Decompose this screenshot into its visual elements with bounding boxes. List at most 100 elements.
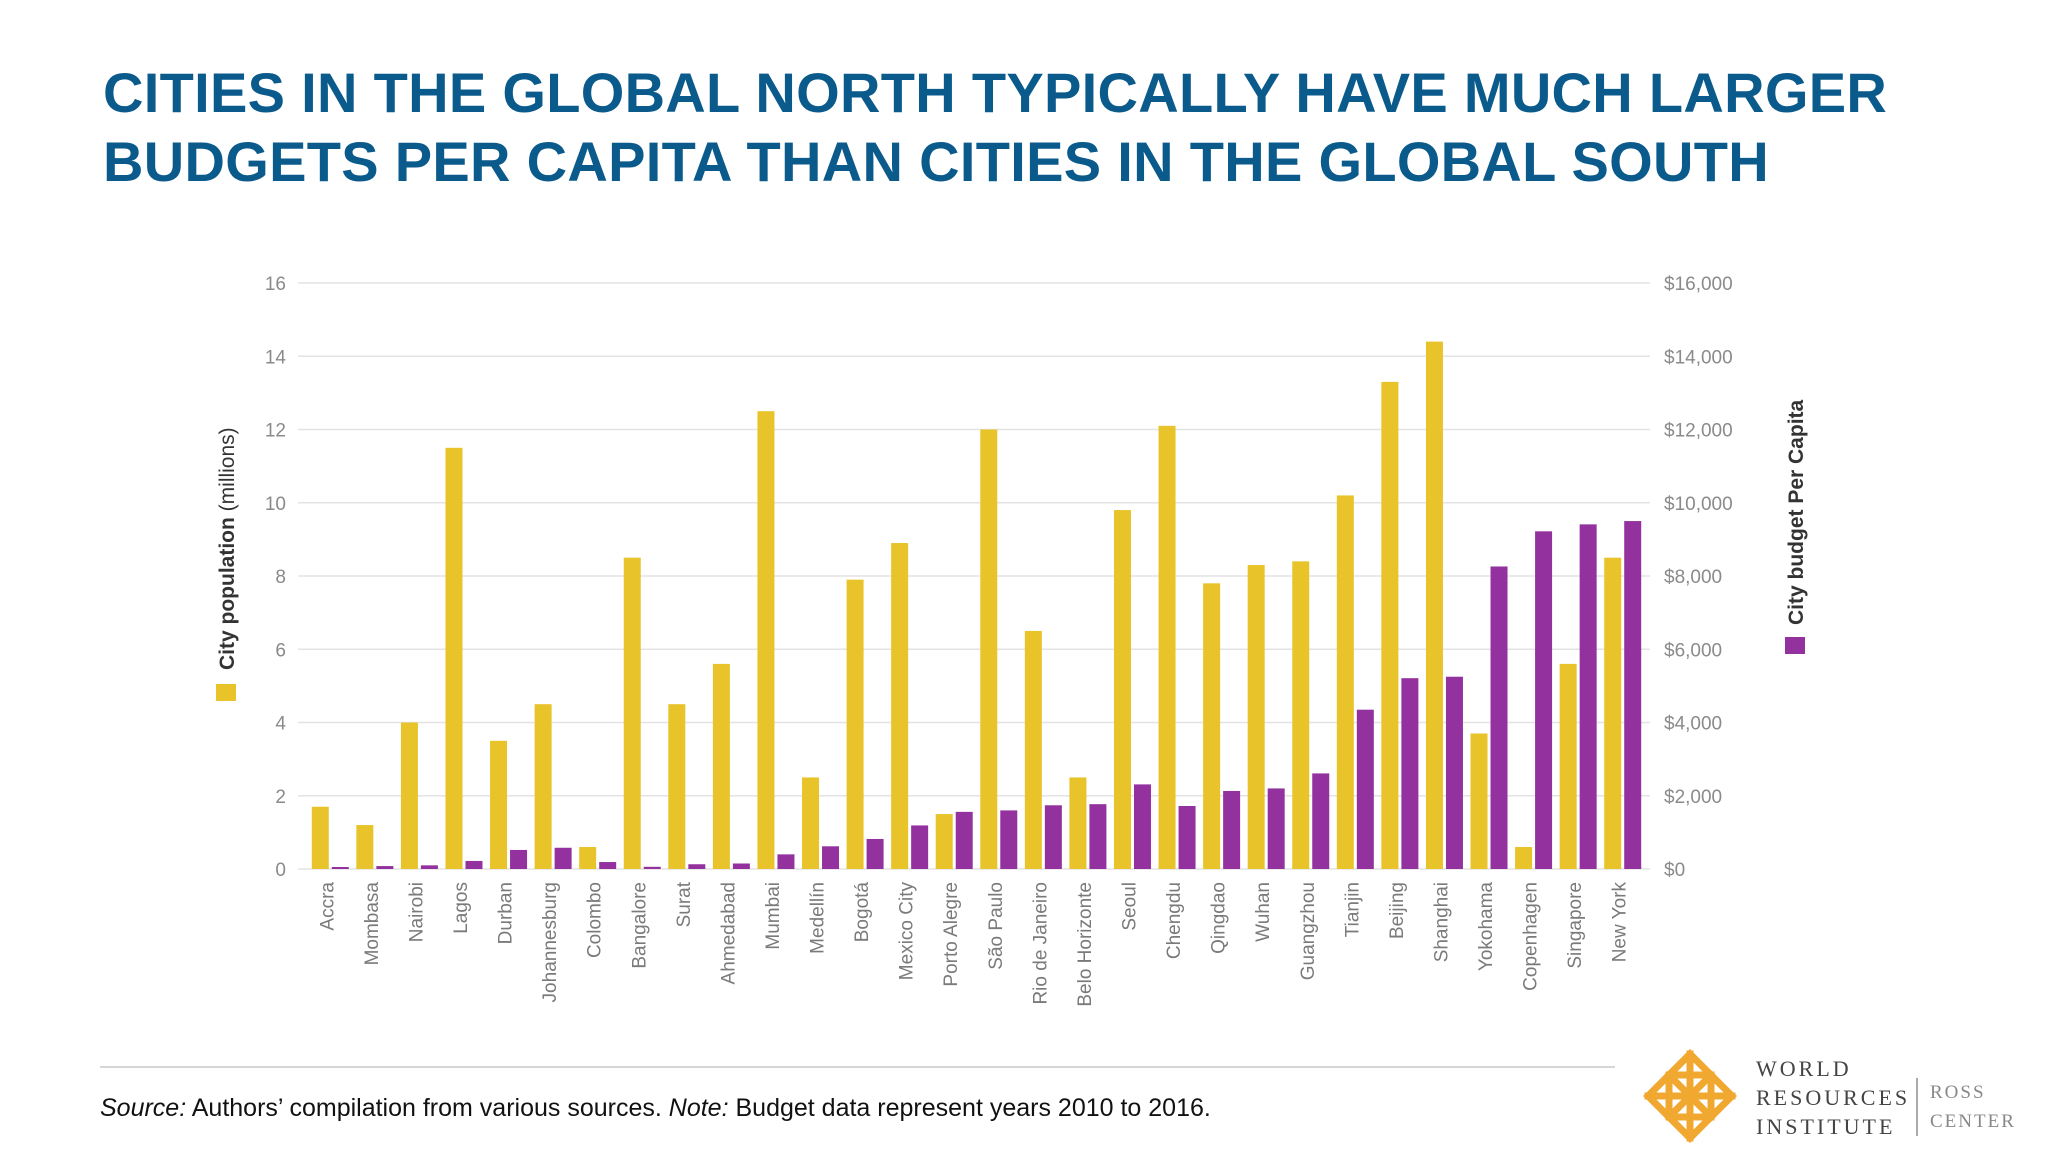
category-label: Nairobi: [406, 882, 427, 942]
population-bar: [579, 847, 597, 869]
right-tick-label: $12,000: [1664, 421, 1733, 442]
right-tick-label: $4,000: [1664, 714, 1722, 735]
right-tick-label: $6,000: [1664, 640, 1722, 661]
budget-bar: [955, 811, 973, 869]
category-label: Guangzhou: [1298, 882, 1319, 980]
wri-wordmark: WORLD RESOURCES INSTITUTE: [1756, 1054, 1910, 1141]
budget-bar: [1044, 805, 1062, 869]
ross-center-wordmark: ROSS CENTER: [1916, 1078, 2016, 1136]
population-bar: [891, 543, 909, 869]
category-label: Johannesburg: [540, 882, 561, 1002]
population-bar: [623, 557, 641, 869]
category-label: Yokohama: [1476, 882, 1497, 972]
source-text: Authors’ compilation from various source…: [186, 1094, 669, 1122]
budget-bar: [1535, 531, 1553, 869]
ross-line-2: CENTER: [1930, 1111, 2016, 1132]
budget-bar: [1267, 788, 1285, 869]
budget-bar: [866, 838, 884, 869]
category-label: Singapore: [1565, 882, 1586, 969]
wri-line-3: INSTITUTE: [1756, 1114, 1896, 1139]
budget-bar: [643, 866, 661, 869]
category-label: Mumbai: [763, 882, 784, 950]
left-tick-label: 4: [275, 714, 286, 735]
category-label: Shanghai: [1431, 882, 1452, 962]
budget-bar: [510, 849, 528, 869]
budget-bar: [465, 860, 483, 869]
category-label: Mexico City: [897, 882, 918, 981]
budget-bar: [1133, 784, 1151, 869]
left-tick-label: 2: [275, 787, 286, 808]
budget-bar: [1312, 773, 1330, 869]
population-bar: [400, 722, 418, 869]
category-label: Surat: [674, 881, 695, 927]
population-bar: [1515, 847, 1533, 869]
population-legend-swatch: [216, 684, 236, 701]
population-bar: [1024, 630, 1042, 869]
category-label: New York: [1610, 882, 1631, 963]
category-label: Bogotá: [852, 882, 873, 943]
wri-knot-icon: [1643, 1049, 1737, 1143]
population-bar: [1158, 425, 1176, 869]
population-bar: [935, 814, 953, 869]
budget-bar: [732, 863, 750, 869]
category-label: Copenhagen: [1521, 882, 1542, 991]
left-tick-label: 10: [265, 494, 286, 515]
population-bar: [1113, 510, 1131, 869]
category-label: Chengdu: [1164, 882, 1185, 959]
category-label: Bangalore: [629, 882, 650, 969]
category-label: Mombasa: [362, 882, 383, 966]
population-bar: [802, 777, 820, 869]
budget-bar: [554, 847, 572, 869]
page-title: CITIES IN THE GLOBAL NORTH TYPICALLY HAV…: [103, 58, 2003, 196]
left-tick-label: 12: [265, 421, 286, 442]
category-label: Colombo: [585, 882, 606, 958]
wri-line-1: WORLD: [1756, 1056, 1852, 1081]
population-bar: [311, 806, 329, 869]
right-tick-label: $0: [1664, 860, 1685, 881]
budget-bar: [1223, 790, 1241, 869]
category-label: Seoul: [1119, 882, 1140, 931]
population-bar: [980, 429, 998, 869]
population-bar: [1425, 341, 1443, 870]
budget-bar: [1356, 709, 1374, 869]
population-bar: [1381, 381, 1399, 869]
population-bar: [445, 447, 463, 869]
budget-bar: [1401, 678, 1419, 869]
budget-bar: [822, 846, 840, 869]
category-label: Belo Horizonte: [1075, 882, 1096, 1007]
bar-chart: 0 $0 2 $2,000 4 $4,000 6 $6,000 8 $8,000 10 $10,000…: [216, 274, 1808, 1007]
population-bar: [757, 411, 775, 869]
budget-bar: [1579, 524, 1597, 869]
population-bar: [534, 704, 552, 869]
left-tick-label: 6: [275, 640, 286, 661]
population-bar: [1559, 663, 1577, 869]
budget-bar: [331, 867, 349, 869]
budget-bar: [688, 864, 706, 869]
category-label: Ahmedabad: [718, 882, 739, 984]
source-label: Source:: [100, 1094, 187, 1122]
right-axis-title: City budget Per Capita: [1785, 399, 1808, 625]
footer-divider: [100, 1066, 1615, 1068]
population-bar: [1292, 561, 1310, 869]
budget-bar: [376, 866, 394, 869]
budget-bar: [599, 862, 617, 869]
budget-bar: [1445, 676, 1463, 869]
population-bar: [356, 825, 374, 869]
left-tick-label: 8: [275, 567, 286, 588]
category-label: Beijing: [1387, 882, 1408, 939]
category-label: Tianjin: [1342, 882, 1363, 937]
population-bar: [846, 579, 864, 869]
category-label: Rio de Janeiro: [1030, 882, 1051, 1005]
ross-line-1: ROSS: [1930, 1082, 1986, 1103]
category-label: São Paulo: [986, 882, 1007, 970]
population-bar: [490, 740, 508, 869]
category-label: Wuhan: [1253, 882, 1274, 942]
category-label: Lagos: [451, 882, 472, 934]
note-label: Note:: [668, 1094, 729, 1122]
budget-bar: [777, 854, 795, 869]
right-tick-label: $10,000: [1664, 494, 1733, 515]
category-label: Durban: [496, 882, 517, 944]
budget-bar: [1178, 806, 1196, 869]
left-tick-label: 14: [265, 347, 287, 368]
population-bar: [1336, 495, 1354, 869]
